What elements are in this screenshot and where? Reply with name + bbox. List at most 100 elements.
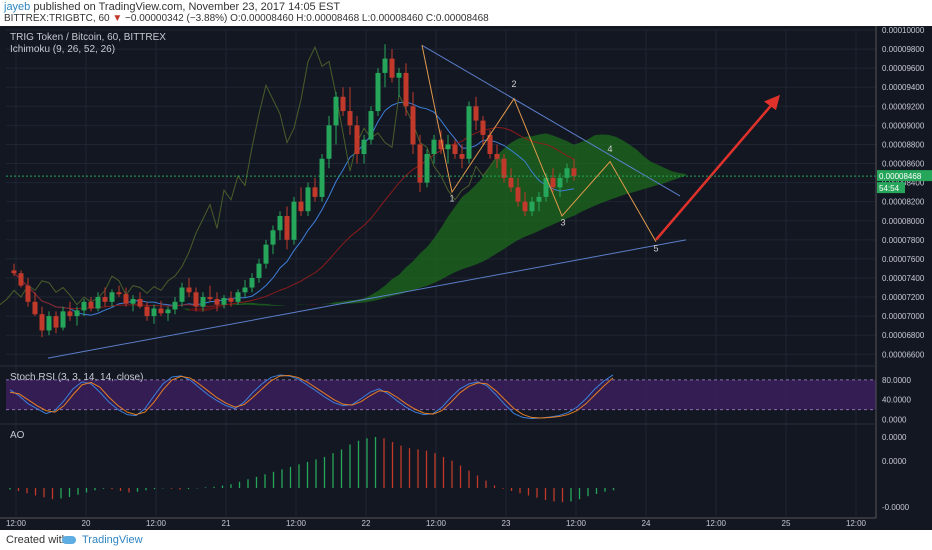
stoch-line (9, 374, 614, 419)
cloud-segment (525, 136, 532, 237)
cloud-segment (518, 136, 525, 241)
candle-body (515, 187, 521, 202)
time-tick-label: 23 (502, 519, 511, 528)
candle-body (221, 298, 227, 305)
candle-body (529, 201, 535, 212)
candle-body (228, 298, 234, 302)
ichimoku-legend: Ichimoku (9, 26, 52, 26) (10, 44, 116, 55)
candle-body (333, 96, 339, 126)
candle-body (46, 316, 52, 331)
last-price-badge (877, 170, 932, 182)
candle-body (564, 168, 570, 178)
author-link[interactable]: jayeb (4, 1, 31, 13)
cloud-segment (182, 308, 189, 311)
price-tick-label: 0.00008000 (882, 217, 925, 226)
cloud-segment (546, 133, 553, 228)
cloud-segment (560, 138, 567, 222)
cloud-segment (217, 305, 224, 309)
cloud-segment (469, 184, 476, 267)
candle-body (11, 270, 17, 274)
candle-body (39, 314, 45, 331)
ichimoku-cloud (126, 133, 686, 312)
candle-body (340, 96, 346, 112)
candle-body (536, 196, 542, 202)
time-tick-label: 12:00 (426, 519, 447, 528)
time-tick-label: 21 (222, 519, 231, 528)
ao-pane (9, 436, 615, 503)
cloud-segment (595, 134, 602, 206)
candle-body (319, 158, 325, 197)
cloud-segment (658, 164, 665, 185)
cloud-segment (448, 206, 455, 276)
footer-bar: Created with TradingView (0, 530, 932, 550)
time-tick-label: 20 (82, 519, 91, 528)
candle-body (312, 187, 318, 197)
brand-link[interactable]: TradingView (82, 534, 143, 546)
cloud-segment (406, 261, 413, 293)
cloud-segment (413, 253, 420, 291)
cloud-segment (210, 306, 217, 311)
candle-body (256, 263, 262, 278)
candle-body (88, 301, 94, 309)
cloud-segment (322, 303, 329, 305)
cloud-segment (483, 165, 490, 262)
drawing-tools: 1 2 3 4 5 (6, 44, 876, 359)
time-tick-label: 12:00 (6, 519, 27, 528)
candle-body (123, 294, 129, 304)
candle-body (557, 177, 563, 188)
candle-body (179, 287, 185, 302)
candle-body (200, 297, 206, 307)
candle-body (389, 58, 395, 78)
price-tick-label: 0.00007600 (882, 255, 925, 264)
candle-body (158, 308, 164, 314)
cloud-segment (539, 133, 546, 231)
candle-body (186, 287, 192, 293)
cloud-segment (231, 303, 238, 306)
price-tick-label: 0.00009200 (882, 102, 925, 111)
cloud-segment (574, 142, 581, 216)
time-tick-label: 22 (362, 519, 371, 528)
wave-label: 5 (653, 243, 658, 253)
candle-body (263, 244, 269, 264)
candle-body (508, 177, 514, 188)
candle-body (354, 125, 360, 154)
candle-body (431, 139, 437, 154)
stoch-tick-label: 0.0000 (882, 416, 907, 425)
candle-body (417, 144, 423, 183)
cloud-segment (252, 302, 259, 306)
price-tick-label: 0.00009600 (882, 64, 925, 73)
stoch-legend: Stoch RSI (3, 3, 14, 14, close) (10, 372, 144, 383)
candle-body (480, 120, 486, 135)
candle-body (137, 298, 143, 307)
candle-body (74, 310, 80, 317)
cloud-segment (588, 135, 595, 209)
candle-body (242, 287, 248, 293)
candle-body (522, 201, 528, 212)
candle-body (501, 158, 507, 178)
ao-legend: AO (10, 430, 25, 441)
time-tick-label: 25 (782, 519, 791, 528)
price-tick-label: 0.00007400 (882, 274, 925, 283)
candle-body (207, 297, 213, 299)
cloud-segment (385, 279, 392, 299)
candle-body (550, 177, 556, 188)
candle-body (53, 316, 59, 328)
candle-body (368, 111, 374, 140)
wave-label: 4 (607, 144, 612, 154)
candle-body (403, 72, 409, 107)
cloud-segment (301, 304, 308, 306)
time-tick-label: 24 (642, 519, 651, 528)
symbol-label: BITTREX:TRIGBTC, 60 (4, 13, 110, 24)
cloud-segment (427, 238, 434, 286)
axes: 0.00010000 0.00009800 0.00009600 0.00009400… (0, 26, 932, 528)
candle-body (270, 230, 276, 245)
cloud-segment (504, 142, 511, 249)
candle-body (410, 106, 416, 145)
cloud-segment (434, 228, 441, 284)
cloud-segment (259, 303, 266, 306)
candle-body (382, 58, 388, 73)
candle-body (291, 201, 297, 240)
candle-body (361, 139, 367, 154)
candle-body (60, 311, 66, 328)
